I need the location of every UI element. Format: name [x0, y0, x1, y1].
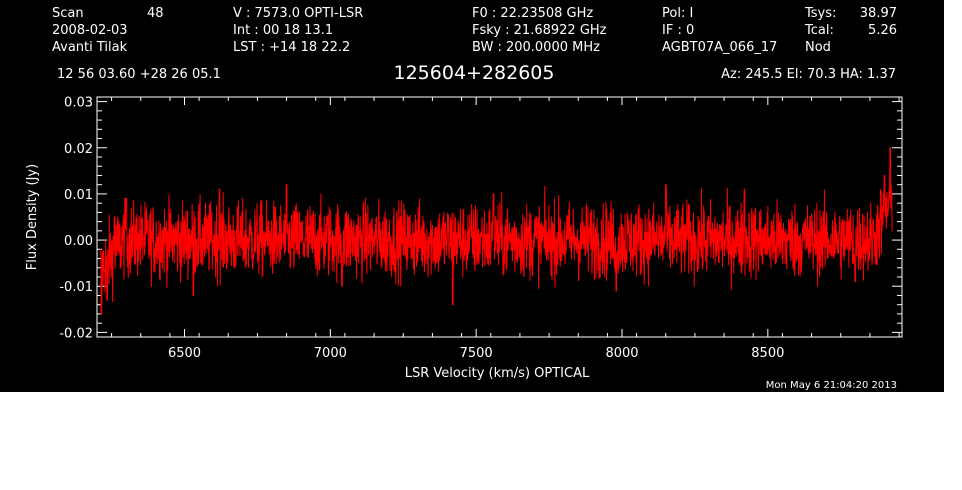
- observer-name: Avanti Tilak: [52, 40, 128, 55]
- tcal-label: Tcal:: [804, 23, 834, 38]
- spectrum-plot-window: Scan 2008-02-03 Avanti Tilak 48 V : 7573…: [0, 0, 944, 392]
- header-col1: Scan 2008-02-03 Avanti Tilak 48: [52, 6, 164, 55]
- spectrum-series-line: [100, 147, 893, 315]
- rest-frequency: F0 : 22.23508 GHz: [472, 6, 593, 21]
- scan-number: 48: [147, 6, 164, 21]
- tcal-value: 5.26: [868, 23, 897, 38]
- velocity-info: V : 7573.0 OPTI-LSR: [233, 6, 363, 21]
- integration-time: Int : 00 18 13.1: [233, 23, 333, 38]
- axis-ticks: [97, 97, 902, 337]
- sky-frequency: Fsky : 21.68922 GHz: [472, 23, 607, 38]
- x-tick-label: 7000: [314, 346, 347, 361]
- y-tick-label: 0.00: [64, 234, 93, 249]
- source-name: 125604+282605: [394, 62, 555, 84]
- tsys-value: 38.97: [860, 6, 897, 21]
- x-tick-label: 8000: [605, 346, 638, 361]
- y-tick-label: 0.02: [64, 142, 93, 157]
- y-axis-label: Flux Density (Jy): [25, 164, 40, 270]
- plot-frame: [96, 96, 903, 338]
- y-tick-label: 0.03: [64, 96, 93, 111]
- header-col5: Tsys: Tcal: Nod 38.97 5.26: [804, 6, 897, 55]
- source-coordinates: 12 56 03.60 +28 26 05.1: [57, 67, 221, 82]
- polarization: Pol: I: [662, 6, 693, 21]
- header-col4: Pol: I IF : 0 AGBT07A_066_17: [662, 6, 777, 55]
- header-col3: F0 : 22.23508 GHz Fsky : 21.68922 GHz BW…: [472, 6, 607, 55]
- header-col2: V : 7573.0 OPTI-LSR Int : 00 18 13.1 LST…: [233, 6, 363, 55]
- observation-date: 2008-02-03: [52, 23, 128, 38]
- x-tick-label: 8500: [751, 346, 784, 361]
- x-axis-label: LSR Velocity (km/s) OPTICAL: [405, 366, 590, 381]
- procedure-name: Nod: [805, 40, 831, 55]
- x-tick-label: 7500: [460, 346, 493, 361]
- y-tick-label: -0.02: [59, 326, 93, 341]
- x-tick-label: 6500: [168, 346, 201, 361]
- y-tick-label: -0.01: [59, 280, 93, 295]
- pointing-info: Az: 245.5 El: 70.3 HA: 1.37: [721, 67, 896, 82]
- if-number: IF : 0: [662, 23, 694, 38]
- y-tick-label: 0.01: [64, 188, 93, 203]
- tsys-label: Tsys:: [804, 6, 836, 21]
- axis-tick-labels: 6500 7000 7500 8000 8500 -0.02 -0.01 0.00 0.01 0.…: [59, 96, 784, 361]
- scan-label: Scan: [52, 6, 84, 21]
- spectrum-chart: Scan 2008-02-03 Avanti Tilak 48 V : 7573…: [25, 6, 903, 391]
- project-id: AGBT07A_066_17: [662, 40, 777, 55]
- bandwidth: BW : 200.0000 MHz: [472, 40, 600, 55]
- lst-info: LST : +14 18 22.2: [233, 40, 350, 55]
- plot-timestamp: Mon May 6 21:04:20 2013: [766, 380, 897, 391]
